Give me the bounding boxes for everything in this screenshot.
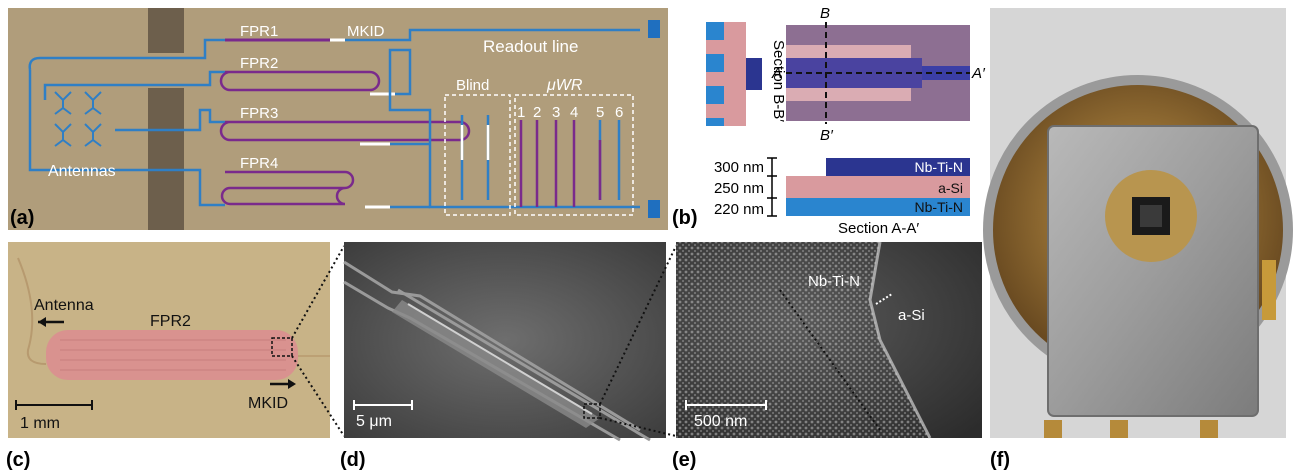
fpr2-label: FPR2: [240, 55, 278, 72]
bb-asi: [724, 22, 746, 126]
uwr-number-3: 3: [552, 104, 560, 121]
panel-e-tag: (e): [672, 449, 696, 471]
label-a-prime: A′: [971, 65, 986, 82]
panel-c: Antenna FPR2 MKID 1 mm (c): [6, 242, 330, 471]
mkid-label-c: MKID: [248, 395, 288, 412]
fpr2-resonator: [46, 330, 298, 380]
uwr-resonators: [519, 120, 621, 207]
scale-label-c: 1 mm: [20, 415, 60, 432]
fpr3-meander: [219, 120, 471, 142]
panel-b-tag: (b): [672, 207, 698, 229]
nbtin-grain-region: [676, 242, 930, 438]
readout-line-top: [345, 28, 640, 42]
readout-line-label: Readout line: [483, 37, 578, 56]
bb-nbtin-top: [746, 58, 762, 90]
uwr-number-4: 4: [570, 104, 578, 121]
panel-a-tag: (a): [10, 207, 34, 229]
uwr-number-5: 5: [596, 104, 604, 121]
uwr-number-2: 2: [533, 104, 541, 121]
scale-label-d: 5 μm: [356, 413, 392, 430]
thickness-220: 220 nm: [714, 201, 764, 218]
panel-e: Nb-Ti-N a-Si 500 nm (e): [672, 241, 982, 471]
uwr-label: μWR: [546, 77, 583, 94]
blind-resonators: [460, 115, 490, 200]
readout-line: [388, 48, 640, 209]
fpr2-meander: [219, 70, 381, 92]
blind-label: Blind: [456, 77, 489, 94]
panel-f-tag: (f): [990, 449, 1010, 471]
antennas-label: Antennas: [48, 163, 116, 180]
label-b-prime: B′: [820, 127, 834, 144]
layer-label-bottom: Nb-Ti-N: [915, 199, 963, 215]
blind-box: [444, 94, 511, 216]
antenna-array: [54, 91, 102, 147]
section-bb-label: Section B-B′: [770, 40, 787, 122]
fpr4-meander: [220, 170, 355, 206]
fpr3-label: FPR3: [240, 105, 278, 122]
scale-label-e: 500 nm: [694, 413, 747, 430]
slot-top: [148, 8, 184, 53]
readout-pad-bottom: [648, 200, 660, 218]
zoom-line-de-top: [599, 245, 677, 405]
fpr2-label-c: FPR2: [150, 313, 191, 330]
layer-label-middle: a-Si: [938, 180, 963, 196]
panel-b: Section B-B′ A A′ B B′ Nb-Ti-N a-Si Nb-T…: [672, 5, 986, 237]
detector-box: [1047, 125, 1259, 417]
zoom-box-c: [271, 337, 293, 357]
aa-nbtin-top: [826, 158, 970, 176]
sem-image-d: [344, 242, 666, 438]
asi-label-e: a-Si: [898, 307, 925, 324]
layer-label-top: Nb-Ti-N: [915, 159, 963, 175]
nbtin-label-e: Nb-Ti-N: [808, 273, 860, 290]
panel-a: FPR1 MKID Readout line FPR2 FPR3 FPR4 Bl…: [8, 8, 668, 230]
panel-c-tag: (c): [6, 449, 30, 471]
readout-pad-top: [648, 20, 660, 38]
panel-d: 5 μm (d): [340, 242, 666, 471]
uwr-number-6: 6: [615, 104, 623, 121]
fpr4-label: FPR4: [240, 155, 278, 172]
zoom-line-de-bottom: [599, 417, 677, 437]
panel-d-tag: (d): [340, 449, 366, 471]
aa-nbtin-bottom: [786, 198, 970, 216]
thickness-300: 300 nm: [714, 159, 764, 176]
aa-asi: [786, 176, 970, 198]
section-aa-label: Section A-A′: [838, 220, 919, 237]
antenna-feedlines: [28, 38, 225, 207]
thickness-bracket: [767, 157, 777, 217]
mkid-label: MKID: [347, 23, 385, 40]
uwr-number-1: 1: [517, 104, 525, 121]
label-b: B: [820, 5, 830, 22]
panel-f: (f): [983, 8, 1293, 471]
zoom-box-d: [583, 403, 601, 419]
slot-bottom: [148, 88, 184, 230]
fpr1-label: FPR1: [240, 23, 278, 40]
zoom-line-cd-bottom: [291, 355, 345, 437]
antenna-label: Antenna: [34, 297, 94, 314]
uwr-box: [514, 94, 634, 216]
label-a: A: [771, 65, 782, 82]
thickness-250: 250 nm: [714, 180, 764, 197]
